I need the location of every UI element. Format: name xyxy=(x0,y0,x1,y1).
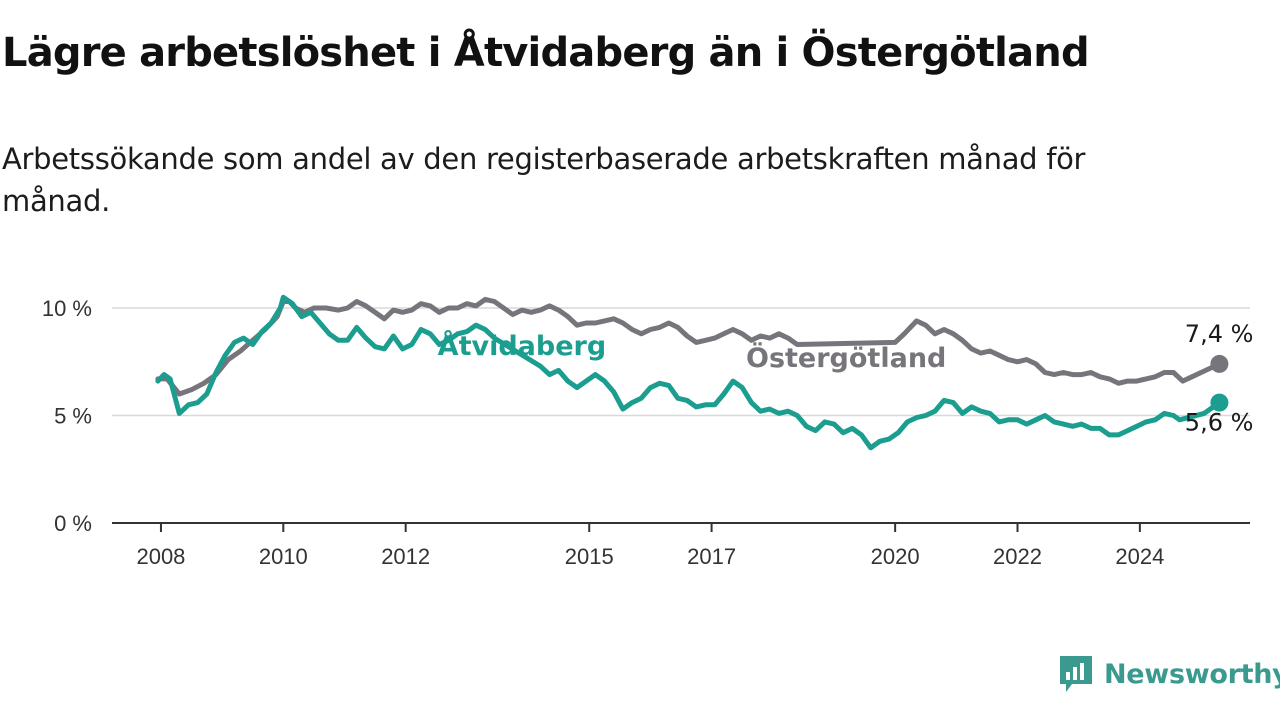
end-point-ostergotland xyxy=(1210,354,1229,373)
grid-lines xyxy=(112,307,1250,417)
y-tick-label: 10 % xyxy=(42,296,92,321)
x-tick-label: 2017 xyxy=(687,544,736,569)
chart-title: Lägre arbetslöshet i Åtvidaberg än i Öst… xyxy=(2,30,1090,76)
series-label-ostergotland: Östergötland xyxy=(746,341,946,374)
end-label-ostergotland: 7,4 % xyxy=(1185,320,1254,348)
x-tick-label: 2020 xyxy=(871,544,920,569)
newsworthy-logo-icon xyxy=(1060,656,1092,692)
x-tick-label: 2010 xyxy=(259,544,308,569)
x-tick-label: 2008 xyxy=(136,544,185,569)
series-line-ostergotland xyxy=(155,296,1222,397)
annotations: Åtvidaberg Östergötland xyxy=(438,330,947,374)
x-axis: 2008 2010 2012 2015 2017 2020 2022 2024 xyxy=(112,522,1250,569)
series-label-atvidaberg: Åtvidaberg xyxy=(438,330,607,362)
x-tick-label: 2015 xyxy=(565,544,614,569)
series-line-atvidaberg xyxy=(155,294,1222,451)
x-tick-label: 2022 xyxy=(993,544,1042,569)
y-axis-labels: 0 % 5 % 10 % xyxy=(42,296,92,536)
end-label-atvidaberg: 5,6 % xyxy=(1185,409,1254,437)
series-lines: 7,4 % 5,6 % xyxy=(155,294,1254,451)
y-tick-label: 0 % xyxy=(54,511,92,536)
y-tick-label: 5 % xyxy=(54,404,92,429)
x-tick-label: 2024 xyxy=(1115,544,1164,569)
x-tick-label: 2012 xyxy=(381,544,430,569)
end-point-atvidaberg xyxy=(1210,393,1229,412)
chart-subtitle: Arbetssökande som andel av den registerb… xyxy=(2,142,1086,218)
brand-name: Newsworthy xyxy=(1104,658,1280,690)
newsworthy-logo: Newsworthy xyxy=(1058,652,1280,696)
